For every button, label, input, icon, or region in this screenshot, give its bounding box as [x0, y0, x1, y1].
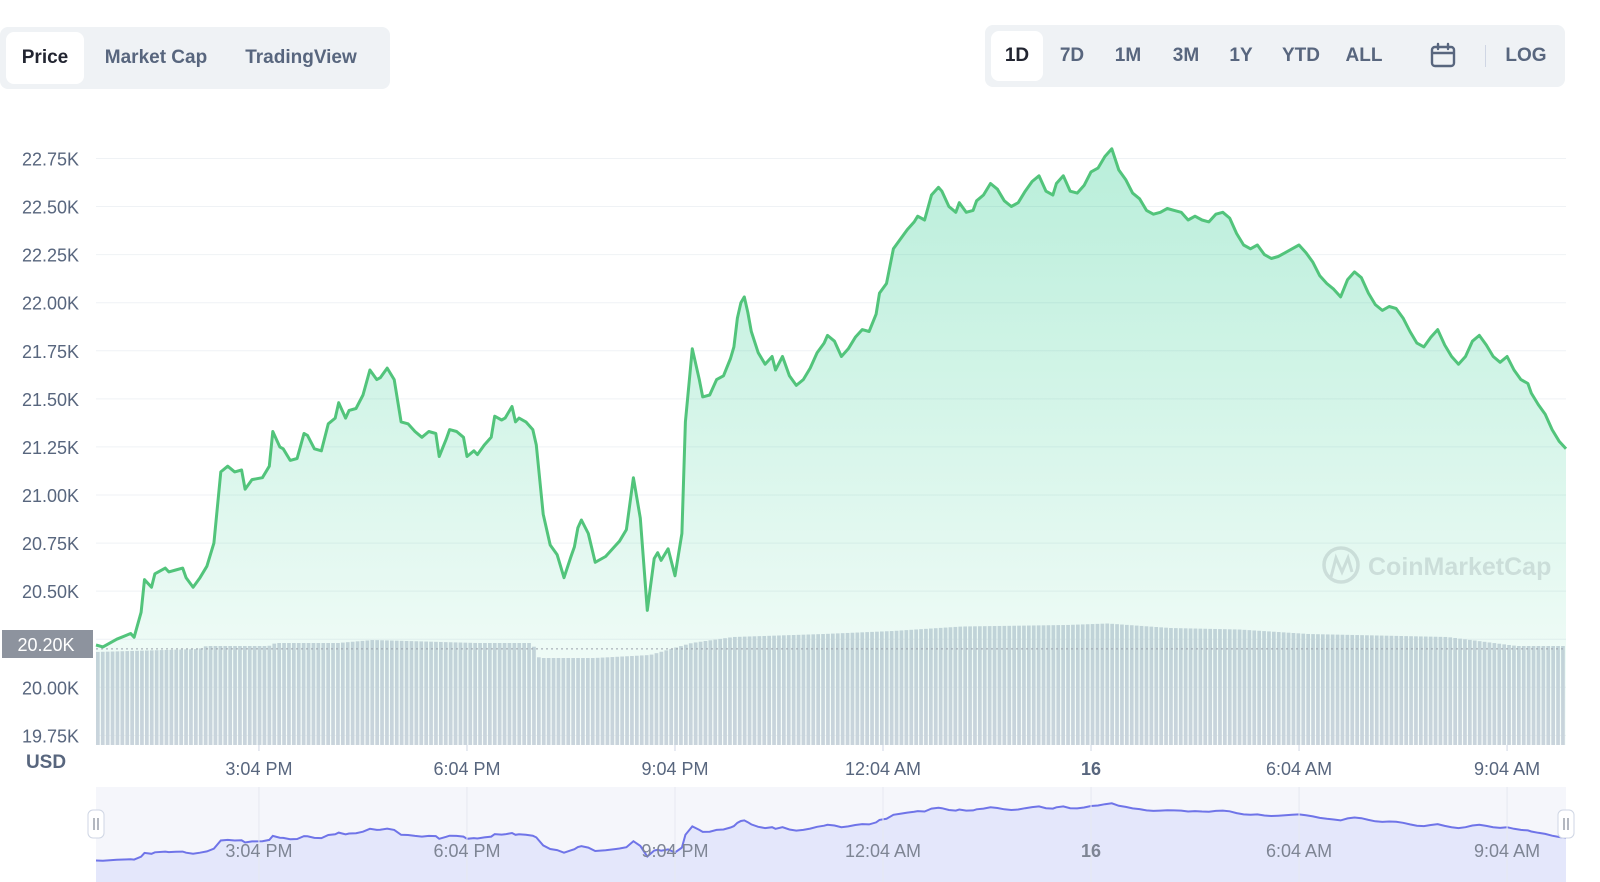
- range-all-button[interactable]: ALL: [1345, 45, 1383, 66]
- range-1y-button[interactable]: 1Y: [1229, 45, 1253, 66]
- navigator-tick-label: 16: [1081, 841, 1101, 861]
- range-navigator[interactable]: 3:04 PM 6:04 PM 9:04 PM 12:04 AM 16 6:04 AM 9:…: [87, 787, 1575, 882]
- x-tick-label: 12:04 AM: [845, 759, 921, 779]
- time-range-selector: 1D 7D 1M 3M 1Y YTD ALL LOG: [985, 25, 1565, 87]
- navigator-area: [96, 803, 1566, 882]
- navigator-tick-label: 9:04 PM: [641, 841, 708, 861]
- x-tick-label: 6:04 PM: [433, 759, 500, 779]
- y-tick-label: 22.50K: [22, 198, 79, 218]
- navigator-tick-label: 12:04 AM: [845, 841, 921, 861]
- currency-label: USD: [26, 752, 66, 773]
- coinmarketcap-watermark: CoinMarketCap: [1322, 546, 1551, 584]
- current-price-badge: 20.20K: [2, 630, 93, 658]
- navigator-left-handle[interactable]: [87, 809, 105, 839]
- navigator-tick-label: 6:04 AM: [1266, 841, 1332, 861]
- navigator-line: [95, 802, 1567, 862]
- navigator-axis: 3:04 PM 6:04 PM 9:04 PM 12:04 AM 16 6:04 AM 9:…: [225, 787, 1540, 882]
- navigator-tick-label: 6:04 PM: [433, 841, 500, 861]
- y-tick-label: 20.75K: [22, 534, 79, 554]
- y-tick-label: 21.25K: [22, 438, 79, 458]
- y-tick-label: 20.00K: [22, 678, 79, 698]
- log-scale-button[interactable]: LOG: [1505, 45, 1547, 66]
- toolbar-divider: [1485, 45, 1486, 67]
- range-1m-button[interactable]: 1M: [1114, 45, 1142, 66]
- calendar-icon: [1430, 42, 1456, 68]
- tab-market-cap[interactable]: Market Cap: [104, 47, 208, 68]
- price-line: [95, 147, 1568, 649]
- y-tick-label: 19.75K: [22, 726, 79, 746]
- navigator-tick-label: 9:04 AM: [1474, 841, 1540, 861]
- range-1d-button[interactable]: 1D: [991, 31, 1043, 81]
- y-tick-label: 22.00K: [22, 294, 79, 314]
- coinmarketcap-logo-mark: [1329, 553, 1354, 578]
- y-tick-label: 21.50K: [22, 390, 79, 410]
- x-axis: 3:04 PM 6:04 PM 9:04 PM 12:04 AM 16 6:04 AM 9:…: [225, 745, 1540, 779]
- range-ytd-button[interactable]: YTD: [1282, 45, 1320, 66]
- coinmarketcap-logo-icon: [1322, 546, 1360, 584]
- x-tick-label: 6:04 AM: [1266, 759, 1332, 779]
- chart-type-tabs: Price Market Cap TradingView: [0, 27, 390, 89]
- x-tick-label: 9:04 AM: [1474, 759, 1540, 779]
- tab-price[interactable]: Price: [6, 32, 84, 84]
- navigator-tick-label: 3:04 PM: [225, 841, 292, 861]
- y-tick-label: 21.75K: [22, 342, 79, 362]
- range-7d-button[interactable]: 7D: [1059, 45, 1085, 66]
- calendar-button[interactable]: [1417, 31, 1469, 81]
- price-area: [96, 148, 1566, 746]
- y-tick-label: 21.00K: [22, 486, 79, 506]
- y-tick-label: 22.25K: [22, 246, 79, 266]
- x-tick-label: 3:04 PM: [225, 759, 292, 779]
- range-3m-button[interactable]: 3M: [1172, 45, 1200, 66]
- x-tick-label: 9:04 PM: [641, 759, 708, 779]
- y-tick-label: 20.50K: [22, 582, 79, 602]
- navigator-right-handle[interactable]: [1557, 809, 1575, 839]
- watermark-text: CoinMarketCap: [1368, 553, 1551, 581]
- current-price-label: 20.20K: [17, 635, 74, 655]
- y-axis: 19.75K20.00K20.25K20.50K20.75K21.00K21.2…: [22, 149, 79, 746]
- y-tick-label: 22.75K: [22, 149, 79, 169]
- tab-tradingview[interactable]: TradingView: [245, 47, 357, 68]
- x-tick-label: 16: [1081, 759, 1101, 779]
